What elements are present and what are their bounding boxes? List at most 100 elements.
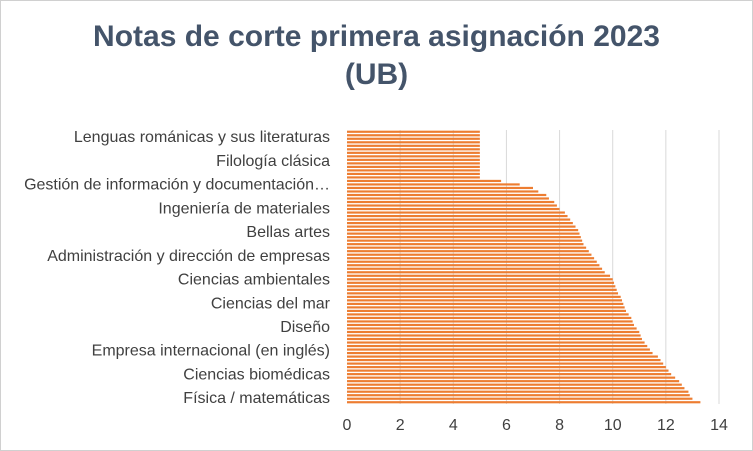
bar <box>347 204 557 207</box>
bar <box>347 278 613 281</box>
x-tick-label: 4 <box>449 417 458 434</box>
bar <box>347 344 648 348</box>
bar <box>347 362 664 365</box>
bar <box>347 141 480 144</box>
category-labels: Lenguas románicas y sus literaturas Filol… <box>24 129 331 407</box>
bar <box>347 225 576 228</box>
bar <box>347 359 661 362</box>
bar <box>347 246 587 249</box>
bar <box>347 299 623 302</box>
chart-title: Notas de corte primera asignación 2023 (… <box>0 18 753 94</box>
bar <box>347 155 480 158</box>
bar <box>347 158 480 161</box>
bar <box>347 264 600 267</box>
bars <box>347 130 701 404</box>
category-label: Ciencias biomédicas <box>183 367 330 384</box>
bar <box>347 351 653 355</box>
bar <box>347 253 592 256</box>
bar <box>347 348 650 351</box>
bar <box>347 288 617 291</box>
bar <box>347 394 690 397</box>
bar <box>347 229 579 232</box>
category-label: Ciencias del mar <box>211 295 331 312</box>
bar <box>347 176 480 179</box>
bar <box>347 162 480 165</box>
category-label: Ingeniería de materiales <box>158 200 330 217</box>
bar <box>347 320 633 323</box>
bar <box>347 274 611 277</box>
bar <box>347 137 480 140</box>
bar <box>347 169 480 172</box>
bar <box>347 341 645 344</box>
bar <box>347 232 580 235</box>
bar <box>347 369 669 372</box>
category-label: Administración y dirección de empresas <box>47 248 330 265</box>
bar <box>347 376 676 379</box>
bar <box>347 285 616 288</box>
bar <box>347 313 629 316</box>
bar <box>347 387 685 390</box>
gridlines <box>399 130 720 404</box>
bar <box>347 148 480 151</box>
x-axis-ticks: 0 2 4 6 8 10 12 14 <box>343 417 728 434</box>
bar <box>347 383 682 386</box>
category-label: Diseño <box>280 319 330 336</box>
bar <box>347 295 621 298</box>
x-tick-label: 12 <box>657 417 675 434</box>
chart-title-line1: Notas de corte primera asignación 2023 <box>93 20 660 53</box>
bar <box>347 179 502 183</box>
bar <box>347 271 605 274</box>
category-label: Lenguas románicas y sus literaturas <box>74 129 330 146</box>
bar <box>347 134 480 137</box>
bar <box>347 306 625 309</box>
bar <box>347 302 624 305</box>
category-label: Bellas artes <box>246 224 330 241</box>
bar <box>347 380 680 383</box>
bar <box>347 327 637 330</box>
bar <box>347 211 565 214</box>
bar <box>347 267 603 270</box>
bar <box>347 316 632 320</box>
bar <box>347 250 589 253</box>
x-tick-label: 10 <box>604 417 622 434</box>
bar <box>347 207 560 211</box>
x-tick-label: 0 <box>343 417 352 434</box>
bar <box>347 401 701 404</box>
bar <box>347 222 573 225</box>
category-label: Ciencias ambientales <box>178 272 330 289</box>
bar <box>347 200 555 204</box>
bar <box>347 151 480 154</box>
bar <box>347 130 480 133</box>
category-label: Empresa internacional (en inglés) <box>92 343 330 360</box>
bar <box>347 214 568 218</box>
bar <box>347 260 597 263</box>
bar <box>347 355 658 358</box>
bar <box>347 309 626 312</box>
bar <box>347 397 693 400</box>
x-tick-label: 8 <box>555 417 564 434</box>
bar <box>347 239 583 242</box>
bar <box>347 366 666 369</box>
bar <box>347 193 547 197</box>
category-label: Filología clásica <box>216 153 330 170</box>
bar <box>347 292 619 295</box>
bar <box>347 330 640 334</box>
bar <box>347 281 615 284</box>
bar <box>347 190 539 193</box>
category-label: Gestión de información y documentación… <box>24 177 330 194</box>
bar <box>347 334 641 337</box>
chart-title-line2: (UB) <box>344 58 409 91</box>
bar <box>347 183 520 186</box>
bar <box>347 373 672 376</box>
bar <box>347 243 584 246</box>
category-label: Física / matemáticas <box>183 390 330 407</box>
bar <box>347 144 480 147</box>
x-tick-label: 2 <box>396 417 405 434</box>
bar <box>347 172 480 175</box>
bar <box>347 390 689 393</box>
bar <box>347 236 581 239</box>
x-tick-label: 14 <box>710 417 728 434</box>
bar <box>347 218 571 221</box>
